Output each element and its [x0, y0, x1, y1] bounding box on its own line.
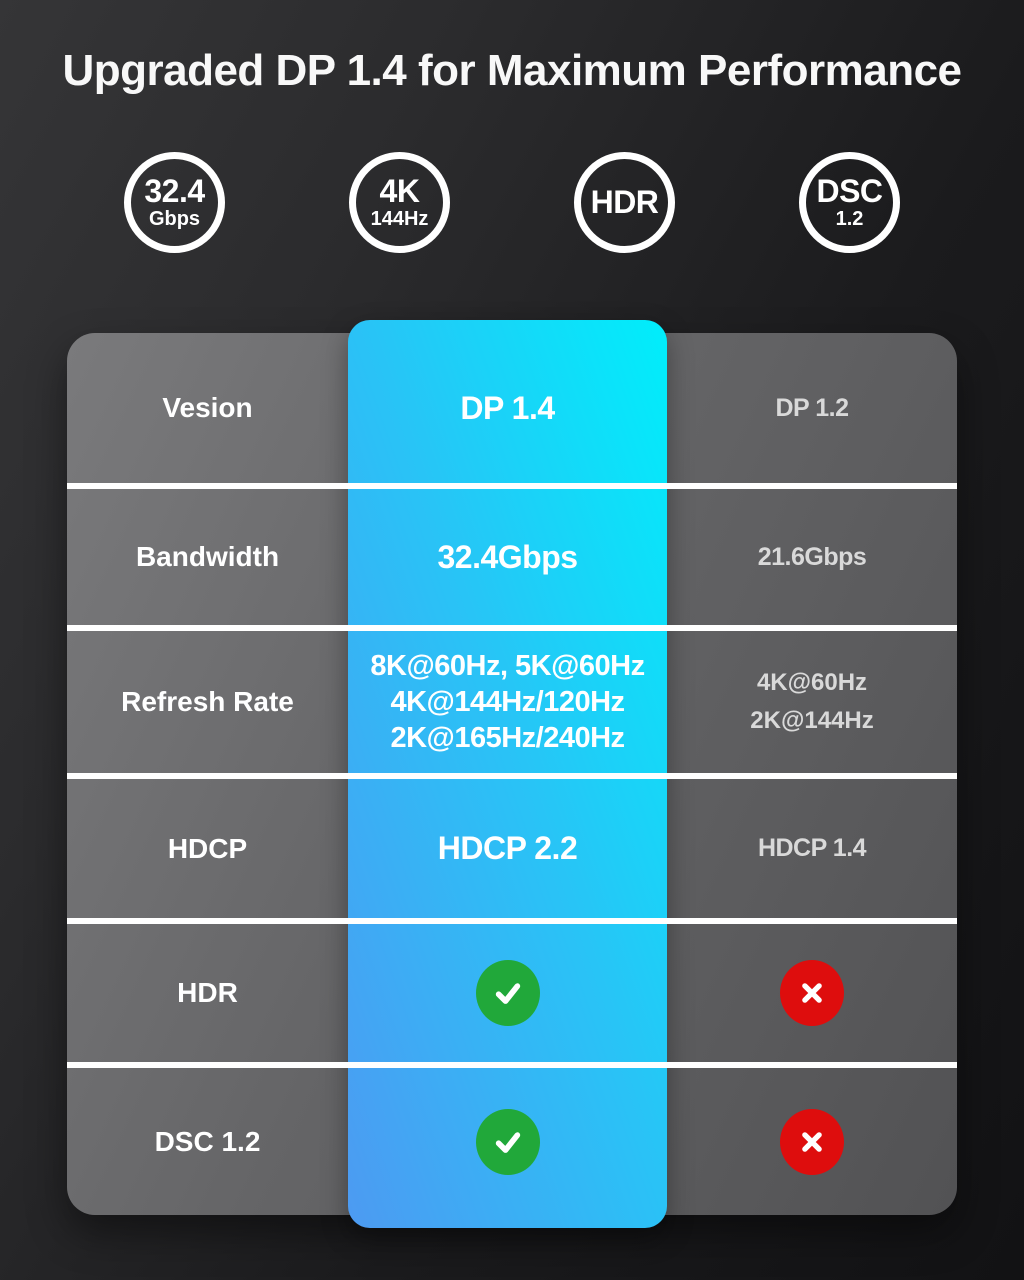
row-label-text: Vesion: [162, 392, 253, 423]
feature-badges: 32.4 Gbps 4K 144Hz HDR DSC 1.2: [0, 152, 1024, 253]
badge-value: HDR: [590, 184, 659, 220]
refresh-rate-row-label: Refresh Rate: [67, 631, 348, 773]
bandwidth-dp14-cell: 32.4Gbps: [348, 489, 667, 625]
badge-value: 4K: [379, 173, 420, 209]
row-divider: [67, 918, 957, 924]
bandwidth-dp12-cell: 21.6Gbps: [667, 489, 957, 625]
hdr-dp14-cell: [348, 924, 667, 1062]
hdcp-dp14-cell: HDCP 2.2: [348, 779, 667, 918]
resolution-badge: 4K 144Hz: [349, 152, 450, 253]
badge-value: DSC: [816, 173, 883, 209]
row-label-text: HDCP: [167, 832, 248, 864]
refresh-rate-dp14-cell: 8K@60Hz, 5K@60Hz 4K@144Hz/120Hz 2K@165Hz…: [348, 631, 667, 773]
badge-unit: 1.2: [835, 208, 864, 230]
version-dp14-cell: DP 1.4: [348, 333, 667, 483]
badge-value: 32.4: [144, 173, 205, 209]
badge-unit: 144Hz: [370, 208, 429, 230]
dp12-value: DP 1.2: [775, 393, 849, 422]
dsc-badge: DSC 1.2: [799, 152, 900, 253]
check-icon: [475, 1108, 540, 1175]
row-label-text: Refresh Rate: [121, 686, 294, 717]
table-row-hdr: HDR: [67, 924, 957, 1062]
hdcp-dp12-cell: HDCP 1.4: [667, 779, 957, 918]
hdr-row-label: HDR: [67, 924, 348, 1062]
check-icon: [475, 960, 540, 1026]
dsc-dp14-cell: [348, 1068, 667, 1215]
table-row-version: Vesion DP 1.4 DP 1.2: [67, 333, 957, 483]
dsc-dp12-cell: [667, 1068, 957, 1215]
refresh-rate-dp12-cell: 4K@60Hz 2K@144Hz: [667, 631, 957, 773]
row-divider: [67, 1062, 957, 1068]
dp14-value: 32.4Gbps: [437, 538, 578, 575]
dp12-value-line: 2K@144Hz: [750, 707, 874, 734]
row-label-text: HDR: [177, 977, 238, 1008]
row-divider: [67, 625, 957, 631]
table-row-dsc: DSC 1.2: [67, 1068, 957, 1215]
cross-icon: [780, 960, 844, 1026]
row-divider: [67, 483, 957, 489]
table-row-bandwidth: Bandwidth 32.4Gbps 21.6Gbps: [67, 489, 957, 625]
version-dp12-cell: DP 1.2: [667, 333, 957, 483]
dp14-value-line: 4K@144Hz/120Hz: [390, 686, 625, 718]
dp14-value-line: 8K@60Hz, 5K@60Hz: [370, 650, 645, 682]
cross-icon: [780, 1108, 844, 1175]
dp12-value: HDCP 1.4: [757, 834, 867, 862]
row-label-text: Bandwidth: [135, 541, 280, 572]
page-title: Upgraded DP 1.4 for Maximum Performance: [62, 46, 962, 95]
version-row-label: Vesion: [67, 333, 348, 483]
hdr-dp12-cell: [667, 924, 957, 1062]
row-label-text: DSC 1.2: [154, 1125, 261, 1157]
dsc-row-label: DSC 1.2: [67, 1068, 348, 1215]
table-row-refresh-rate: Refresh Rate 8K@60Hz, 5K@60Hz 4K@144Hz/1…: [67, 631, 957, 773]
dp12-value: 21.6Gbps: [757, 542, 867, 571]
row-divider: [67, 773, 957, 779]
dp12-value-line: 4K@60Hz: [756, 669, 868, 696]
hdcp-row-label: HDCP: [67, 779, 348, 918]
dp14-value: DP 1.4: [460, 389, 555, 426]
bandwidth-row-label: Bandwidth: [67, 489, 348, 625]
badge-unit: Gbps: [148, 208, 201, 230]
bandwidth-badge: 32.4 Gbps: [124, 152, 225, 253]
table-row-hdcp: HDCP HDCP 2.2 HDCP 1.4: [67, 779, 957, 918]
dp14-value-line: 2K@165Hz/240Hz: [390, 722, 625, 754]
hdr-badge: HDR: [574, 152, 675, 253]
dp14-value: HDCP 2.2: [437, 830, 578, 866]
